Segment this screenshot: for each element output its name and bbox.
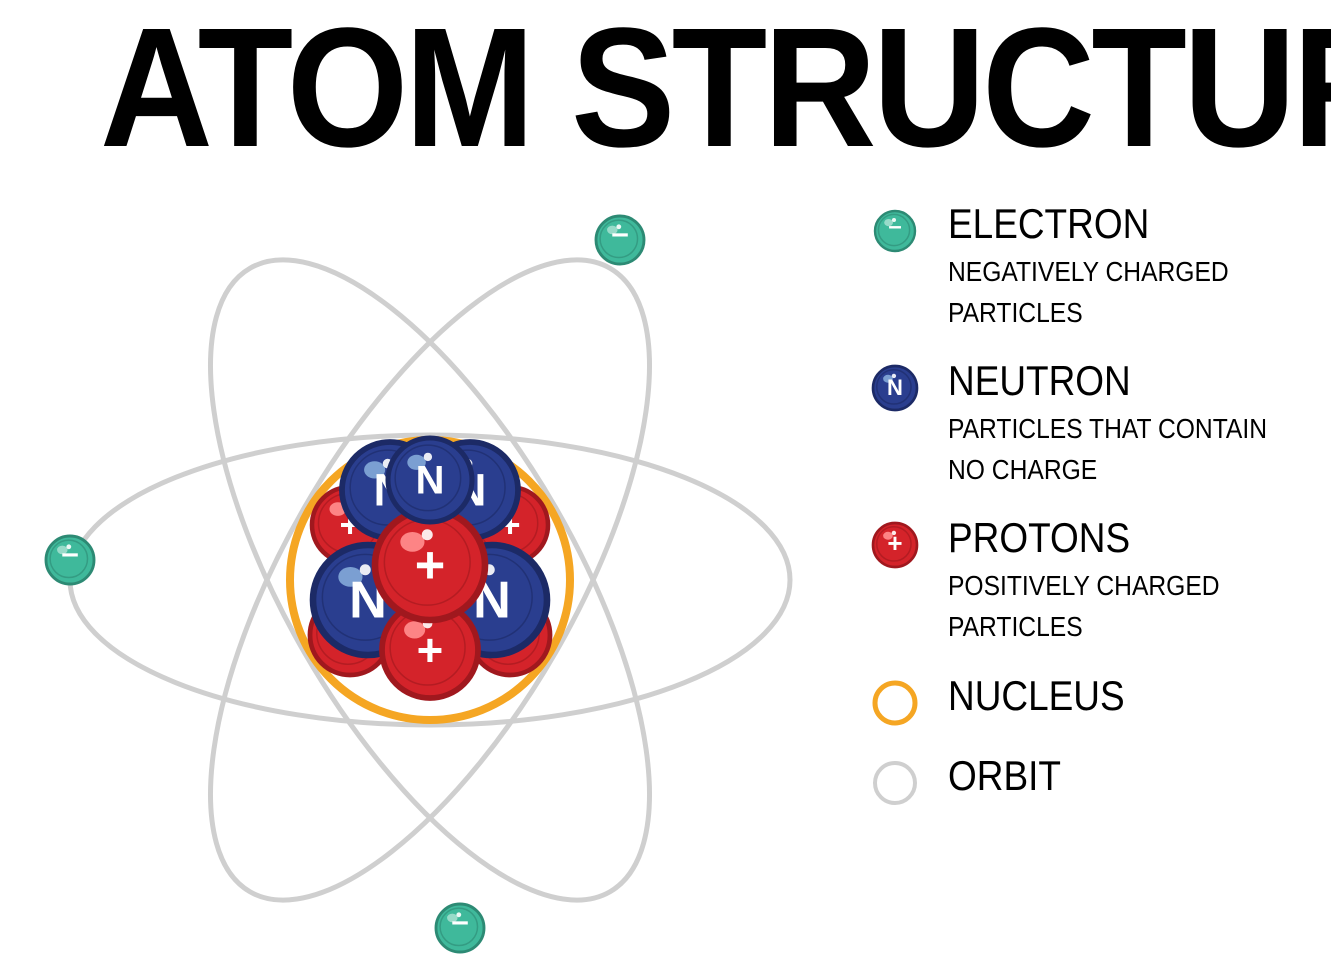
orbit-icon [870,758,920,808]
legend-row-proton: + ProtonsPositively chargedparticles [870,514,1330,647]
legend-name: Protons [948,514,1220,562]
svg-text:+: + [415,537,446,595]
svg-text:+: + [887,528,902,558]
legend-row-neutron: N NeutronParticles that containno charge [870,357,1330,490]
legend-desc: Positively chargedparticles [948,566,1220,647]
legend-row-electron: – ElectronNegatively chargedparticles [870,200,1330,333]
legend-row-nucleus: Nucleus [870,672,1330,728]
svg-text:–: – [611,216,628,251]
legend-row-orbit: Orbit [870,752,1330,808]
legend-name: Neutron [948,357,1267,405]
electron-particle: – [436,904,484,952]
nucleus-icon [870,678,920,728]
legend-name: Nucleus [948,672,1125,720]
neutron-icon: N [870,363,920,413]
electron-particle: – [596,216,644,264]
svg-text:N: N [416,458,445,502]
neutron-particle: N [388,438,472,522]
svg-text:N: N [887,375,903,400]
proton-particle: + [375,510,485,620]
atom-diagram: ++NN++NN++N––– [10,180,850,960]
electron-icon: – [870,206,920,256]
electron-particle: – [46,536,94,584]
legend: – ElectronNegatively chargedparticles N Neu… [870,200,1330,832]
svg-text:–: – [451,904,468,939]
svg-text:+: + [417,624,444,675]
proton-icon: + [870,520,920,570]
legend-name: Electron [948,200,1229,248]
svg-text:–: – [61,536,78,571]
legend-desc: Particles that containno charge [948,409,1267,490]
legend-desc: Negatively chargedparticles [948,252,1229,333]
legend-name: Orbit [948,752,1061,800]
svg-text:–: – [888,213,901,240]
page-title: ATOM STRUCTURE [100,0,1331,186]
